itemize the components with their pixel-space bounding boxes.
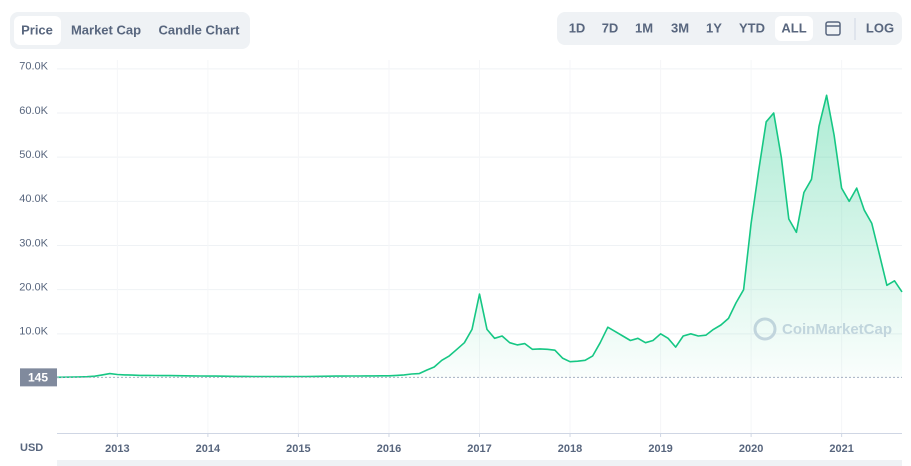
tab-button[interactable]: Market Cap (71, 22, 141, 37)
tab-group (10, 12, 250, 49)
y-tick-label: 60.0K (19, 105, 48, 117)
x-tick-label: 2020 (739, 443, 763, 455)
x-tick-label: 2013 (105, 443, 129, 455)
price-area (57, 95, 902, 379)
price-line (56, 94, 903, 379)
calendar-icon[interactable] (825, 21, 841, 36)
range-button[interactable]: 1M (635, 20, 653, 35)
x-tick-label: 2015 (286, 443, 310, 455)
range-button[interactable]: YTD (739, 20, 765, 35)
x-tick-label: 2016 (377, 443, 401, 455)
x-tick-label: 2014 (196, 443, 221, 455)
x-tick-label: 2017 (467, 443, 491, 455)
scroll-bar (57, 460, 902, 466)
range-button[interactable]: 3M (671, 20, 689, 35)
y-tick-label: 10.0K (19, 326, 48, 338)
tab-active (14, 16, 61, 45)
tab-button[interactable]: Price (21, 22, 53, 37)
range-button[interactable]: 1D (569, 20, 586, 35)
range-active (775, 16, 813, 41)
range-group (557, 12, 902, 45)
range-button[interactable]: ALL (781, 20, 806, 35)
y-tick-label: 40.0K (19, 193, 48, 205)
y-tick-label: 50.0K (19, 149, 48, 161)
y-tick-label: 70.0K (19, 61, 48, 73)
range-button[interactable]: 1Y (706, 20, 722, 35)
log-button[interactable]: LOG (866, 20, 894, 35)
y-tick-label: 30.0K (19, 237, 48, 249)
tab-button[interactable]: Candle Chart (159, 22, 241, 37)
currency-label: USD (20, 442, 43, 454)
y-tick-label: 20.0K (19, 282, 48, 294)
range-button[interactable]: 7D (602, 20, 619, 35)
x-tick-label: 2018 (558, 443, 582, 455)
x-tick-label: 2019 (648, 443, 672, 455)
x-tick-label: 2021 (829, 443, 853, 455)
baseline-label: 145 (28, 371, 48, 385)
baseline-box (20, 368, 57, 387)
